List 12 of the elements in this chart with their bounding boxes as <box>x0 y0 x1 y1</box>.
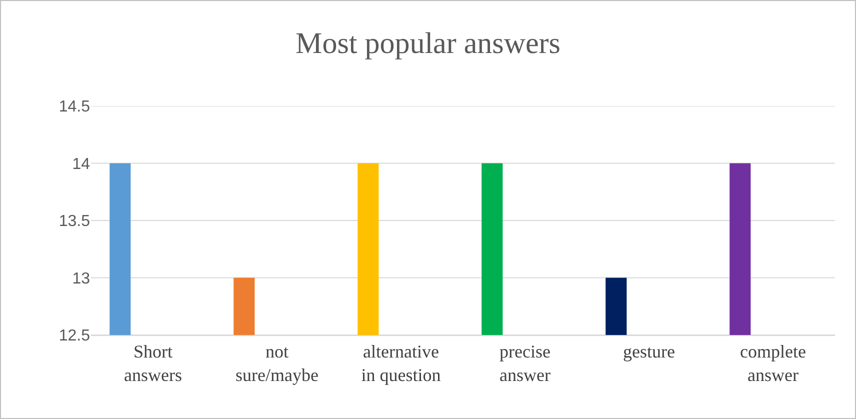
chart-title: Most popular answers <box>296 27 560 60</box>
y-tick-label: 14 <box>72 156 90 173</box>
x-tick-label: precise answer <box>500 342 550 385</box>
y-tick-label: 14.5 <box>58 98 90 116</box>
x-tick-label: alternative in question <box>361 342 441 385</box>
y-tick-label: 13.5 <box>58 213 90 230</box>
x-tick-label: Short answers <box>124 342 182 385</box>
y-tick-label: 12.5 <box>58 328 90 345</box>
x-tick-label: not sure/maybe <box>236 342 318 385</box>
y-tick-label: 13 <box>72 270 90 288</box>
x-tick-label: complete answer <box>740 342 806 385</box>
x-tick-label: gesture <box>623 342 675 362</box>
